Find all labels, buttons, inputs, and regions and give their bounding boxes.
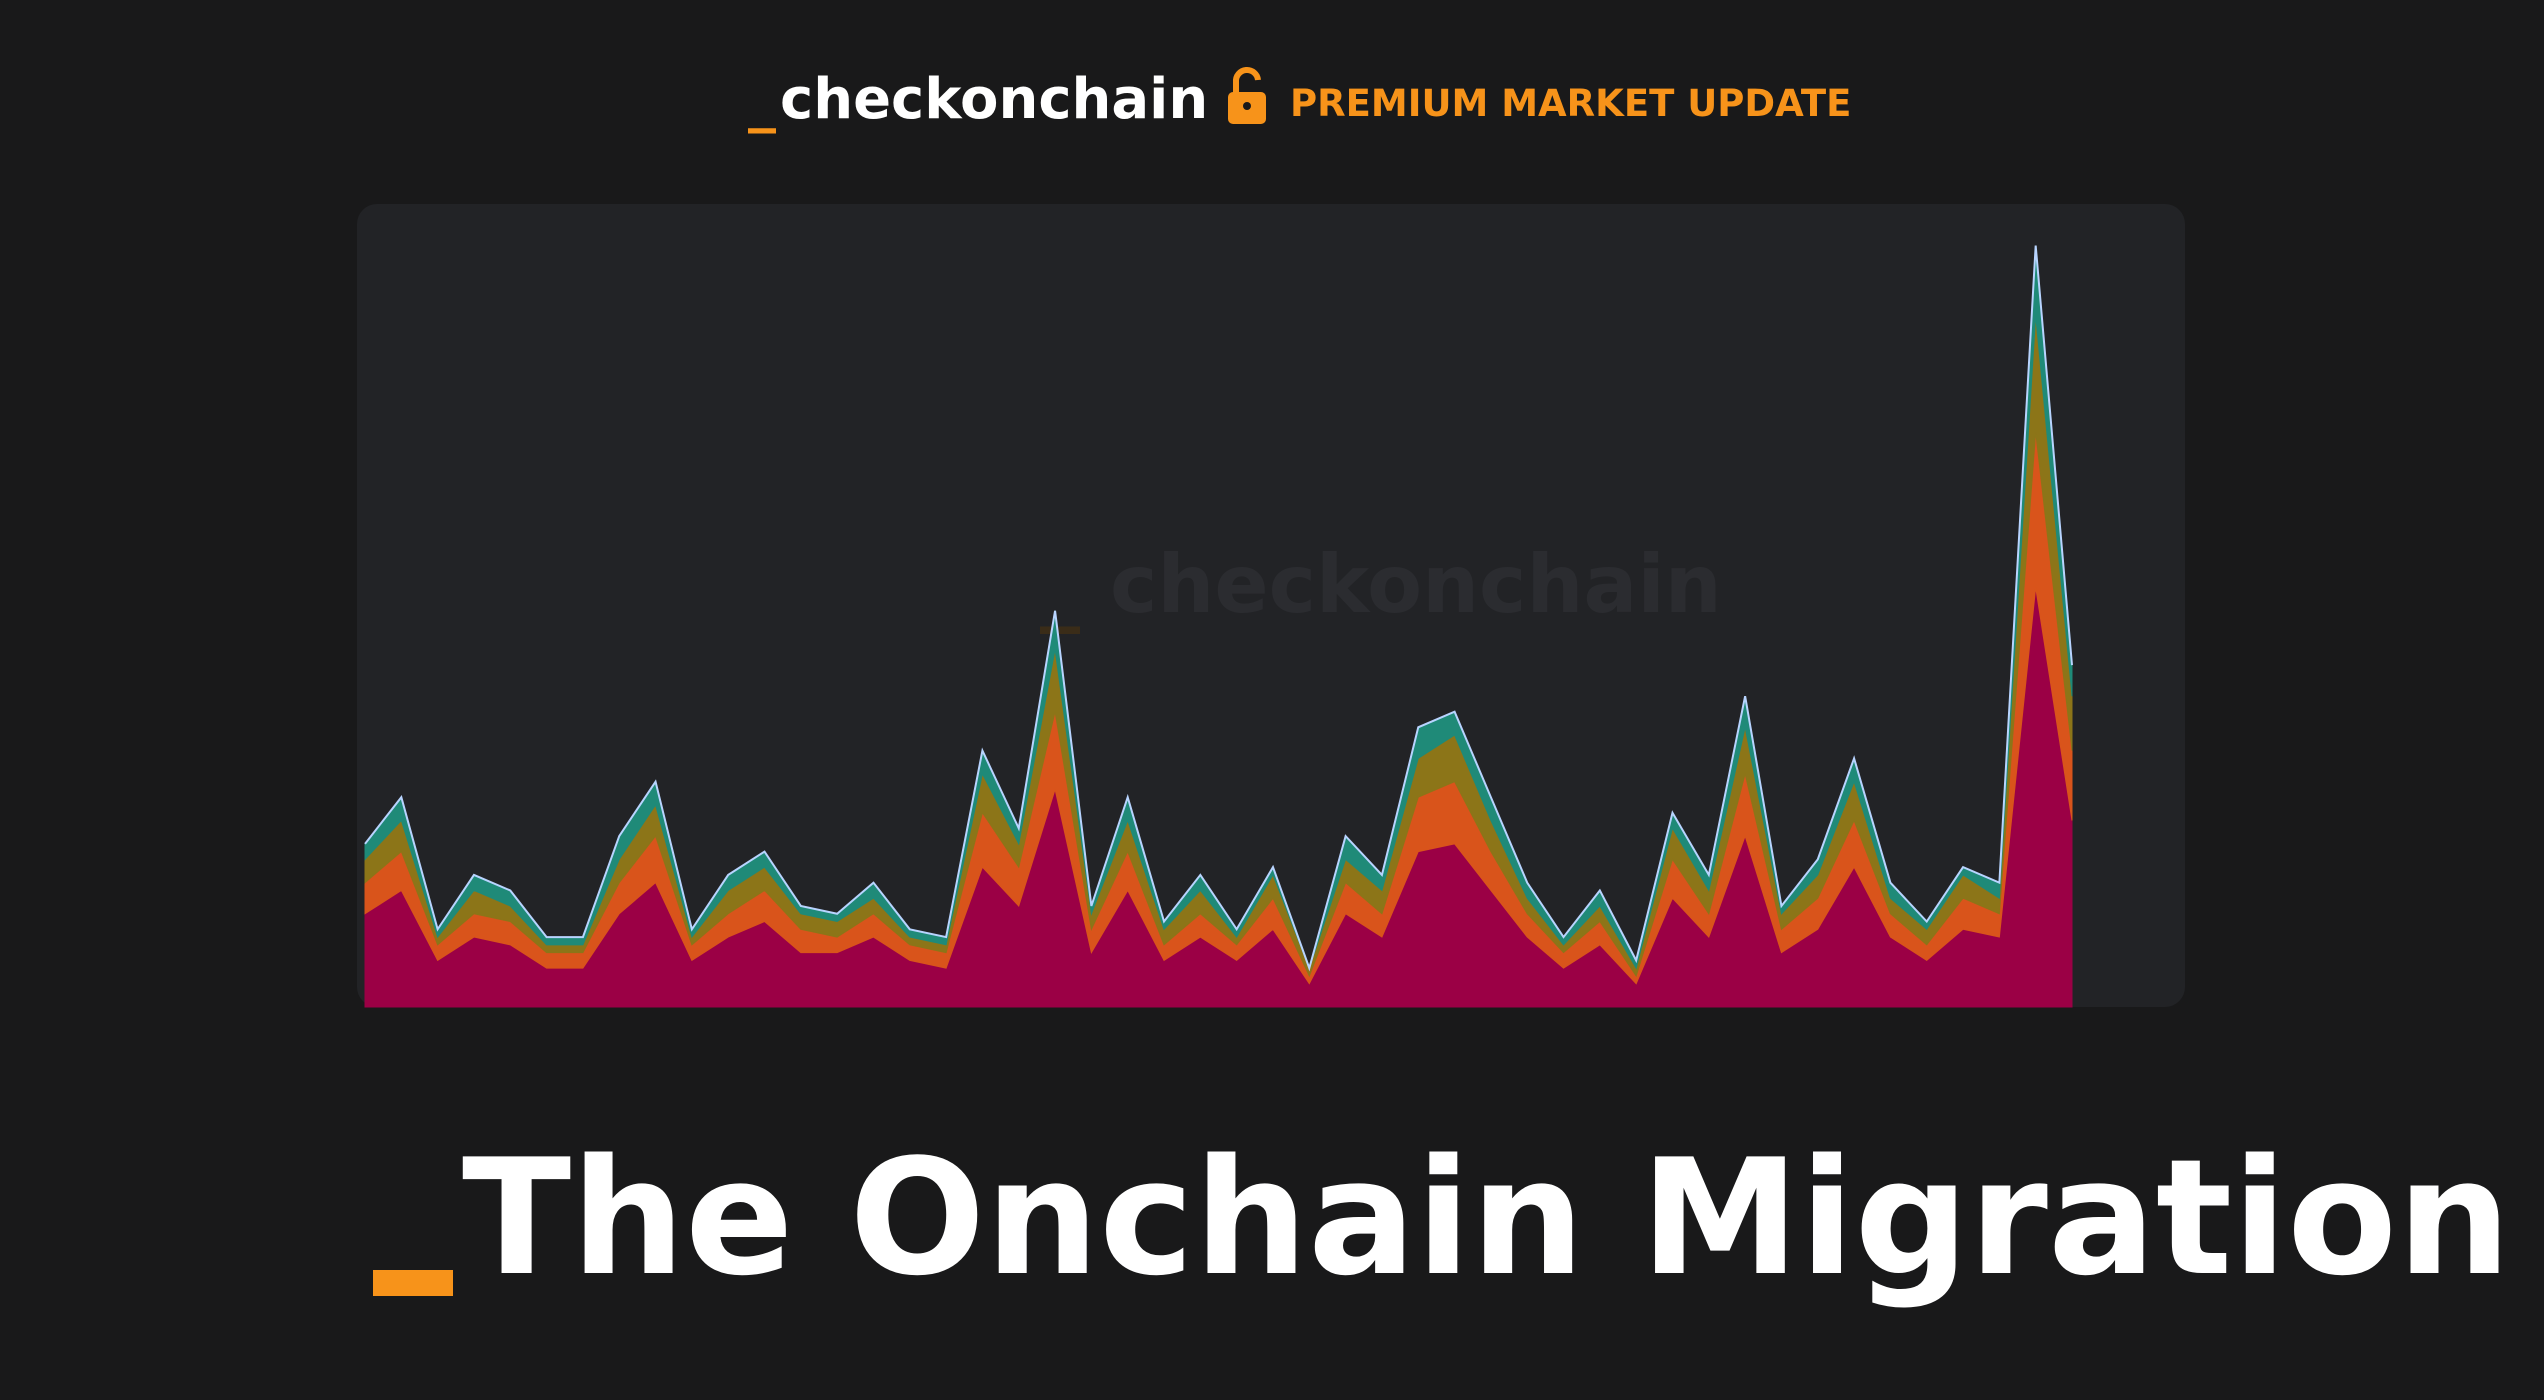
area-outline: [364, 245, 2073, 972]
premium-badge[interactable]: PREMIUM MARKET UPDATE: [1290, 82, 1851, 125]
logo-mark: _: [748, 69, 776, 134]
page-title: The Onchain Migration: [462, 1124, 2511, 1311]
watermark: checkonchain: [1110, 538, 1722, 631]
logo[interactable]: checkonchain: [780, 67, 1208, 132]
lock-icon: [1228, 66, 1266, 124]
chart: _ checkonchain: [364, 245, 2073, 1008]
title-mark: [373, 1270, 453, 1296]
watermark-mark: _: [1040, 541, 1080, 634]
